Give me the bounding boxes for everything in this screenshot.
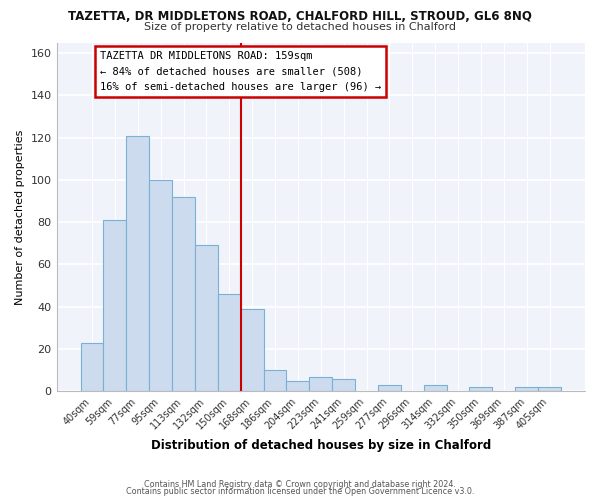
Y-axis label: Number of detached properties: Number of detached properties — [15, 129, 25, 304]
Bar — [149, 180, 172, 392]
Bar — [103, 220, 127, 392]
Text: TAZETTA DR MIDDLETONS ROAD: 159sqm
← 84% of detached houses are smaller (508)
16: TAZETTA DR MIDDLETONS ROAD: 159sqm ← 84%… — [100, 51, 381, 92]
Bar — [195, 246, 218, 392]
Text: Size of property relative to detached houses in Chalford: Size of property relative to detached ho… — [144, 22, 456, 32]
Bar — [378, 385, 401, 392]
Text: Contains public sector information licensed under the Open Government Licence v3: Contains public sector information licen… — [126, 488, 474, 496]
Bar — [127, 136, 149, 392]
Bar — [310, 376, 332, 392]
Bar — [538, 387, 561, 392]
Bar — [286, 380, 310, 392]
X-axis label: Distribution of detached houses by size in Chalford: Distribution of detached houses by size … — [151, 440, 491, 452]
Bar — [172, 197, 195, 392]
Bar — [424, 385, 446, 392]
Text: TAZETTA, DR MIDDLETONS ROAD, CHALFORD HILL, STROUD, GL6 8NQ: TAZETTA, DR MIDDLETONS ROAD, CHALFORD HI… — [68, 10, 532, 23]
Bar — [332, 378, 355, 392]
Text: Contains HM Land Registry data © Crown copyright and database right 2024.: Contains HM Land Registry data © Crown c… — [144, 480, 456, 489]
Bar — [218, 294, 241, 392]
Bar — [241, 309, 263, 392]
Bar — [469, 387, 493, 392]
Bar — [263, 370, 286, 392]
Bar — [515, 387, 538, 392]
Bar — [80, 342, 103, 392]
